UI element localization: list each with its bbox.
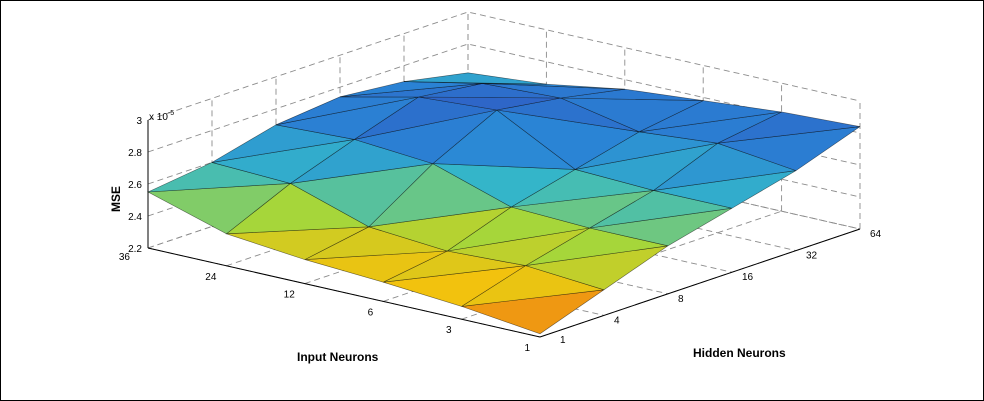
grid-line-x-floor (461, 210, 782, 320)
z-axis-label: MSE (109, 186, 123, 212)
z-tick-label: 2.4 (128, 212, 142, 223)
grid-line-z (147, 43, 861, 153)
x-tick-label: 3 (446, 325, 452, 336)
z-exponent-label: x 10-5 (149, 110, 174, 123)
y-tick-label: 64 (870, 229, 882, 240)
x-tick-label: 1 (524, 343, 530, 354)
z-tick-label: 2.2 (128, 244, 142, 255)
y-tick-label: 32 (806, 251, 818, 262)
y-tick-label: 4 (614, 315, 620, 326)
x-axis-label: Input Neurons (297, 350, 379, 364)
y-axis-line (539, 228, 861, 338)
z-tick-label: 2.6 (128, 180, 142, 191)
y-tick-label: 1 (560, 335, 566, 346)
axes (147, 120, 861, 338)
grid-line-z (147, 11, 861, 121)
surface-facet (403, 72, 547, 85)
y-tick-label: 16 (742, 272, 754, 283)
x-tick-label: 6 (368, 307, 374, 318)
x-tick-label: 12 (284, 290, 296, 301)
z-exponent: -5 (168, 110, 174, 117)
surface (146, 72, 861, 335)
x-axis-line (147, 247, 541, 338)
y-axis-label: Hidden Neurons (693, 346, 786, 360)
z-tick-label: 2.8 (128, 148, 142, 159)
z-tick-label: 3 (136, 116, 142, 127)
x-tick-label: 36 (119, 252, 131, 263)
y-tick-label: 8 (678, 294, 684, 305)
tick-labels: 2.2 2.4 2.6 2.8 3 36 24 12 6 3 1 1 4 8 16 32 64 (119, 116, 882, 354)
x-tick-label: 24 (205, 272, 217, 283)
